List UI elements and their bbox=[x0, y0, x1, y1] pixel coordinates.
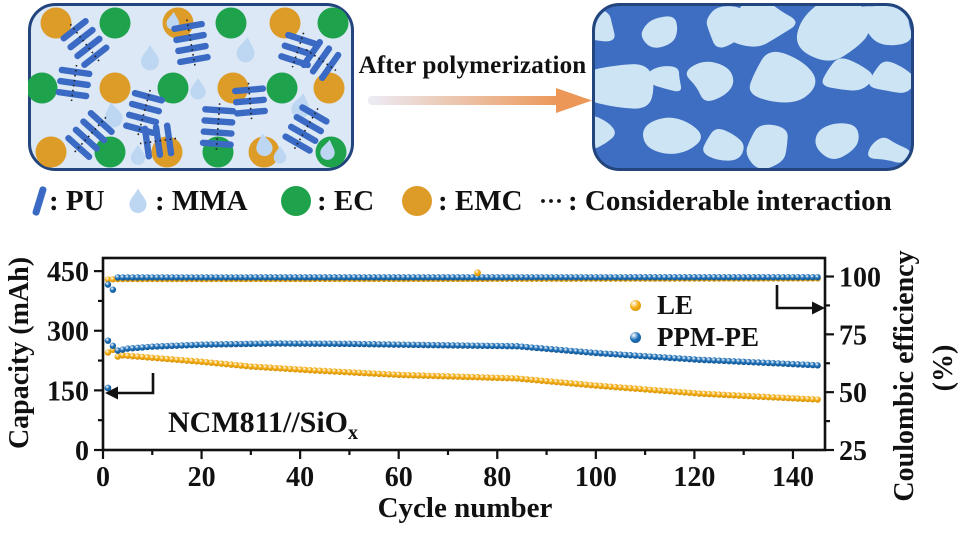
pu-segment bbox=[300, 38, 342, 82]
electrolyte-mixture-panel bbox=[28, 3, 354, 171]
series-ppm-pe-coulombic-efficiency bbox=[104, 274, 821, 293]
right-tick-label: 100 bbox=[839, 263, 881, 294]
outlier-point bbox=[474, 269, 481, 277]
cell-annotation: NCM811//SiOx bbox=[168, 406, 358, 445]
emc-circle-icon bbox=[402, 186, 432, 216]
emc-molecule bbox=[40, 7, 72, 39]
x-axis-title: Cycle number bbox=[377, 492, 553, 524]
mma-droplet bbox=[236, 37, 255, 63]
mma-droplet-icon bbox=[129, 188, 147, 213]
ec-molecule bbox=[215, 7, 247, 39]
x-tick-label: 140 bbox=[772, 462, 814, 493]
ec-molecule bbox=[94, 136, 126, 168]
axis-pointer-arrow bbox=[105, 373, 155, 400]
series-ppm-pe-capacity bbox=[104, 337, 821, 369]
mma-droplet bbox=[166, 11, 180, 30]
axis-ticks bbox=[94, 270, 834, 459]
mma-droplet bbox=[104, 102, 123, 128]
chart-legend-entry-ppm-pe: PPM-PE bbox=[630, 322, 759, 352]
x-tick-label: 60 bbox=[385, 462, 413, 493]
interaction-dotted-line bbox=[70, 64, 78, 102]
polymer-phase-blobs bbox=[595, 6, 911, 168]
left-tick-label: 450 bbox=[47, 257, 89, 288]
mma-droplet bbox=[190, 77, 206, 100]
right-tick-label: 25 bbox=[839, 436, 867, 467]
cycling-performance-chart: 0 150 300 450 25 50 75 100 0 20 40 60 80 100 120 140 bbox=[47, 256, 881, 493]
ec-molecule bbox=[266, 72, 298, 104]
interaction-dotted-line bbox=[305, 48, 337, 72]
ec-molecule bbox=[157, 72, 189, 104]
after-polymerization-label: After polymerization bbox=[358, 52, 587, 79]
pu-segment bbox=[55, 64, 93, 102]
emc-molecule bbox=[35, 136, 67, 168]
legend-label-mma: : MMA bbox=[155, 184, 248, 217]
pu-segment bbox=[232, 82, 268, 120]
left-tick-label: 150 bbox=[47, 376, 89, 407]
pu-segment bbox=[282, 104, 330, 154]
interaction-dots-icon bbox=[541, 199, 561, 203]
ec-molecule bbox=[99, 7, 131, 39]
emc-molecule bbox=[269, 7, 301, 39]
emc-molecule bbox=[217, 72, 249, 104]
chart-legend-label-ppm-pe: PPM-PE bbox=[657, 322, 759, 352]
ec-molecule bbox=[28, 72, 58, 104]
right-tick-label: 75 bbox=[839, 320, 867, 351]
chart-legend-label-le: LE bbox=[657, 290, 694, 320]
axis-tick-labels: 0 150 300 450 25 50 75 100 0 20 40 60 80 100 120 140 bbox=[47, 257, 881, 493]
legend-item-emc: : EMC bbox=[402, 183, 523, 219]
left-tick-label: 0 bbox=[75, 436, 89, 467]
left-axis-title: Capacity (mAh) bbox=[4, 256, 35, 450]
outlier-point bbox=[104, 384, 112, 392]
cell-annotation-subscript: x bbox=[348, 422, 359, 444]
left-tick-label: 300 bbox=[47, 317, 89, 348]
chart-legend-entry-le: LE bbox=[630, 290, 694, 320]
mma-droplet bbox=[141, 45, 159, 71]
pu-segment bbox=[139, 122, 177, 160]
ec-molecule bbox=[317, 7, 349, 39]
polymerization-arrow-icon bbox=[368, 88, 592, 113]
legend-item-pu: : PU bbox=[31, 183, 105, 219]
x-tick-label: 0 bbox=[96, 462, 110, 493]
x-tick-label: 40 bbox=[286, 462, 314, 493]
plot-frame bbox=[101, 256, 827, 452]
series-le-capacity bbox=[104, 346, 821, 403]
polymerized-membrane-panel bbox=[592, 3, 914, 171]
mma-droplet bbox=[320, 139, 335, 160]
le-marker-icon bbox=[630, 299, 641, 311]
legend-label-ec: : EC bbox=[317, 184, 375, 217]
legend-item-interaction: : Considerable interaction bbox=[540, 183, 892, 219]
right-axis-title-units: (%) bbox=[928, 344, 959, 392]
x-tick-label: 100 bbox=[575, 462, 617, 493]
x-tick-label: 20 bbox=[188, 462, 216, 493]
mma-droplet bbox=[256, 133, 273, 157]
pu-segment bbox=[199, 103, 237, 151]
emc-molecule bbox=[313, 72, 345, 104]
axis-pointer-arrow bbox=[775, 285, 825, 315]
right-tick-label: 50 bbox=[839, 378, 867, 409]
legend-label-interaction: : Considerable interaction bbox=[568, 184, 892, 217]
emc-molecule bbox=[99, 72, 131, 104]
legend-item-mma: : MMA bbox=[127, 183, 248, 219]
legend-item-ec: : EC bbox=[281, 183, 374, 219]
pu-segment bbox=[60, 17, 110, 69]
ec-circle-icon bbox=[281, 186, 311, 216]
interaction-dotted-line bbox=[247, 82, 253, 120]
ppm-pe-marker-icon bbox=[630, 331, 641, 343]
figure-canvas: { "colors": { "pu": "#3B6AC4", "mma": "#… bbox=[4, 3, 959, 524]
pu-segment bbox=[65, 109, 115, 161]
legend-label-pu: : PU bbox=[49, 184, 105, 217]
cell-annotation-text: NCM811//SiO bbox=[168, 406, 349, 439]
right-axis-title: Coulombic efficiency bbox=[889, 250, 920, 502]
mma-droplet bbox=[130, 144, 146, 165]
interaction-dotted-line bbox=[291, 32, 305, 68]
legend-label-emc: : EMC bbox=[438, 184, 523, 217]
mma-droplet bbox=[273, 145, 287, 164]
x-tick-label: 120 bbox=[673, 462, 715, 493]
interaction-dotted-line bbox=[139, 137, 177, 145]
x-tick-label: 80 bbox=[483, 462, 511, 493]
pu-segment bbox=[171, 19, 211, 67]
